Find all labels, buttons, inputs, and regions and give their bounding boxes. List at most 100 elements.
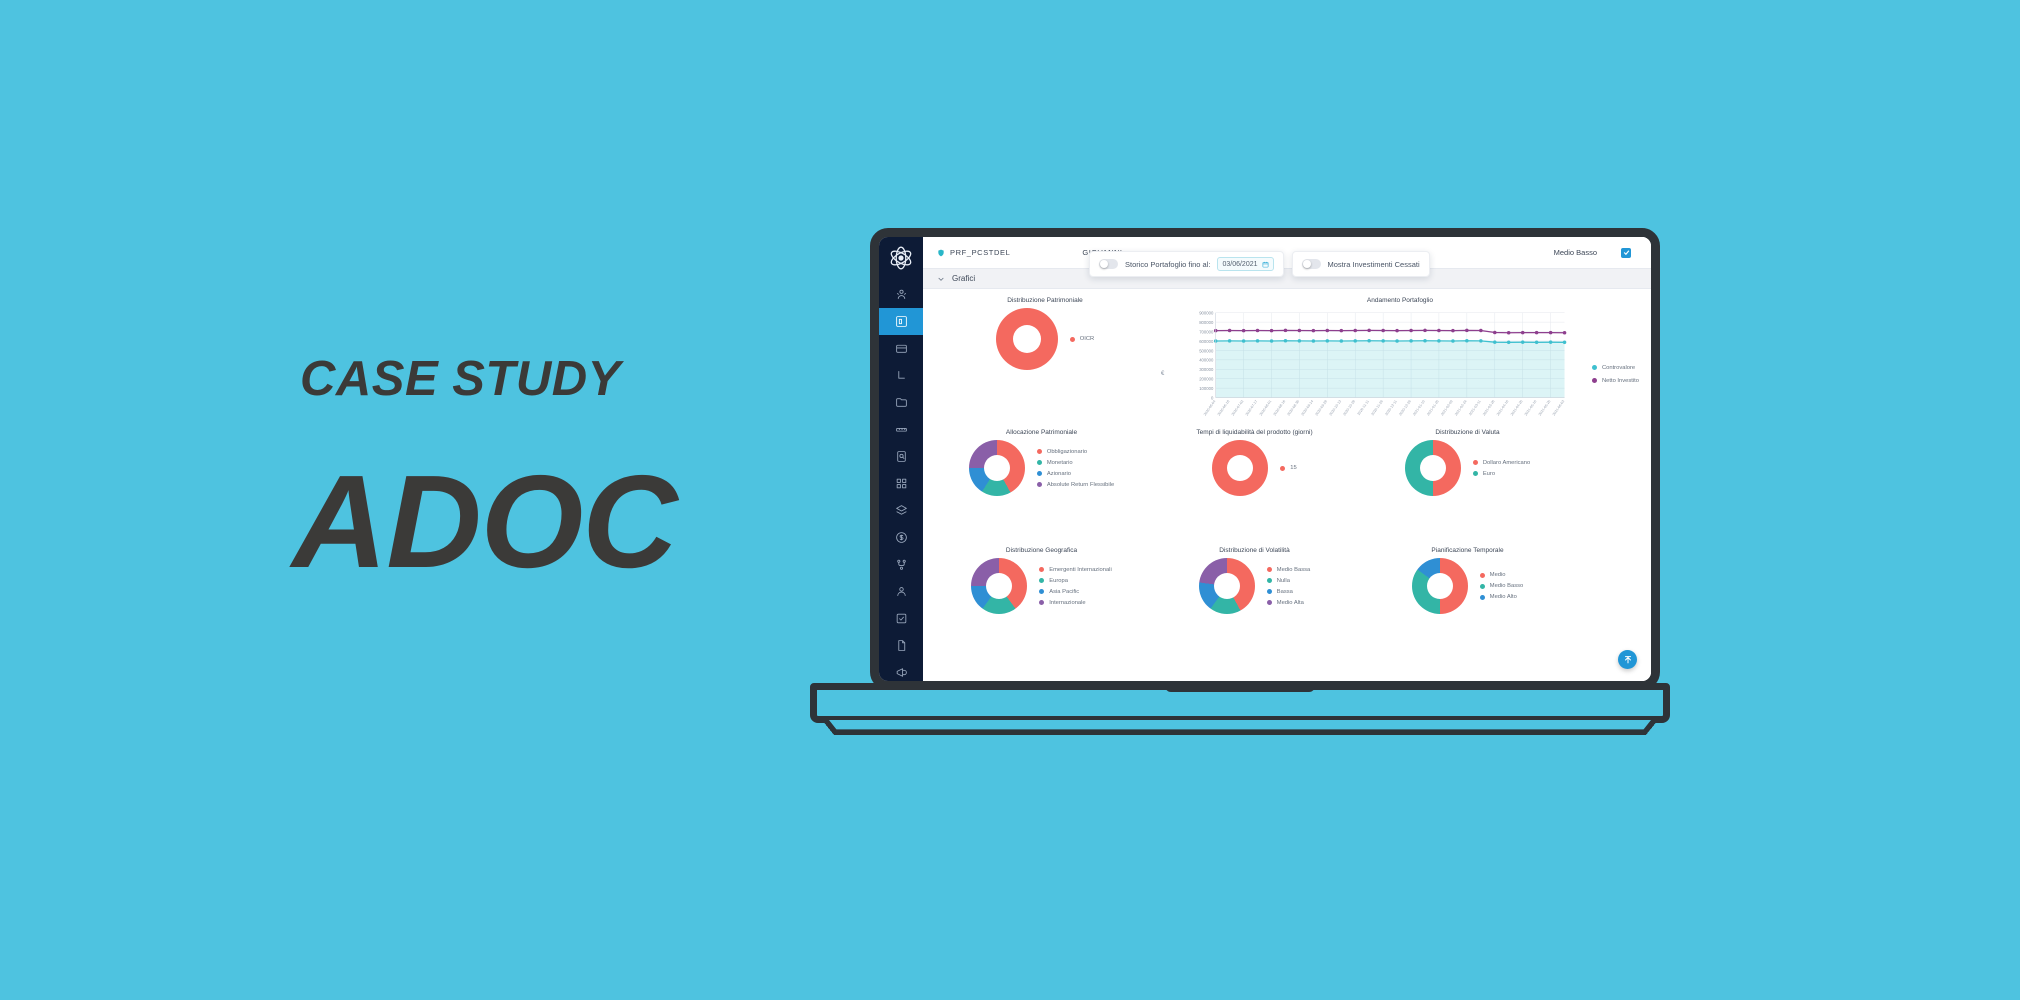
donut-chart[interactable] (971, 558, 1028, 614)
legend-item[interactable]: Medio Alta (1266, 600, 1311, 606)
chart-row-3: Distribuzione Geografica Emergenti Intern… (935, 547, 1639, 665)
legend-item[interactable]: Euro (1472, 471, 1530, 477)
plot-area[interactable]: 0 100000 200000 300000 400000 500000 600000 700… (1166, 308, 1584, 440)
chart-tempi-liquidabilita: Tempi di liquidabilità del prodotto (gio… (1148, 429, 1361, 547)
svg-text:2021-02-09: 2021-02-09 (1441, 399, 1455, 416)
sidebar-item-measures[interactable] (879, 416, 923, 443)
legend-label: Emergenti Internazionali (1049, 566, 1112, 573)
legend-color-dot (1280, 465, 1286, 471)
donut-chart[interactable] (968, 440, 1025, 496)
portfolio-code[interactable]: PRF_PCSTDEL (937, 248, 1010, 257)
legend-color-dot (1039, 600, 1045, 605)
sidebar-item-folders[interactable] (879, 389, 923, 416)
svg-text:500000: 500000 (1200, 348, 1215, 353)
portfolio-code-label: PRF_PCSTDEL (950, 248, 1011, 257)
legend-item[interactable]: 15 (1280, 465, 1297, 471)
sidebar-item-layers[interactable] (879, 497, 923, 524)
donut-chart[interactable] (1404, 440, 1461, 496)
donut-chart[interactable] (995, 308, 1058, 370)
sidebar-item-wallet[interactable] (879, 335, 923, 362)
legend-item[interactable]: Absolute Return Flessibile (1036, 481, 1115, 488)
sidebar-item-clients[interactable] (879, 281, 923, 308)
chart-title: Tempi di liquidabilità del prodotto (gio… (1196, 429, 1313, 436)
donut-wrap: Dollaro Americano Euro (1404, 440, 1530, 496)
history-date-input[interactable]: 03/06/2021 (1217, 257, 1274, 271)
legend-item[interactable]: OICR (1069, 336, 1095, 342)
corner-icon (895, 369, 908, 382)
sidebar-item-grid[interactable] (879, 470, 923, 497)
history-toggle[interactable] (1099, 259, 1118, 269)
svg-text:2020-06-18: 2020-06-18 (1217, 399, 1231, 416)
layers-icon (895, 504, 908, 517)
header-checkbox[interactable] (1621, 247, 1631, 258)
chart-distribuzione-valuta: Distribuzione di Valuta Dollaro Americano… (1361, 429, 1574, 547)
donut-chart[interactable] (1198, 558, 1255, 614)
sidebar-item-branch[interactable] (879, 551, 923, 578)
legend-item[interactable]: Medio Bassa (1266, 566, 1311, 573)
case-study-block: CASE STUDY ADOC (292, 355, 820, 588)
legend-color-dot (1036, 482, 1042, 487)
legend-item[interactable]: Controvalore (1591, 364, 1639, 371)
sidebar-item-finance[interactable] (879, 524, 923, 551)
chart-andamento-portafoglio: Andamento Portafoglio €0 100000 200000 30000… (1155, 297, 1639, 429)
sidebar-item-tasks[interactable] (879, 605, 923, 632)
donut-wrap: Medio Bassa Nulla Bassa Medio Alta (1198, 558, 1311, 614)
svg-text:2021-04-10: 2021-04-10 (1496, 399, 1510, 416)
laptop-mockup: PRF_PCSTDEL GIOVANNI Medio Basso Storico… (810, 228, 1670, 738)
svg-text:400000: 400000 (1200, 358, 1215, 363)
atom-logo-icon (886, 245, 916, 271)
svg-text:300000: 300000 (1200, 367, 1215, 372)
legend-item[interactable]: Medio (1479, 572, 1524, 578)
legend-item[interactable]: Internazionale (1039, 600, 1112, 606)
legend-item[interactable]: Monetario (1036, 460, 1114, 466)
chart-distribuzione-volatilita: Distribuzione di Volatilità Medio Bassa Nu… (1148, 547, 1361, 665)
legend-label: Controvalore (1601, 364, 1636, 371)
legend-label: Medio Bassa (1276, 566, 1311, 573)
legend-color-dot (1069, 336, 1075, 342)
legend-color-dot (1266, 567, 1272, 572)
legend-label: OICR (1079, 336, 1095, 342)
legend-color-dot (1036, 460, 1042, 465)
chart-distribuzione-patrimoniale: Distribuzione Patrimoniale OICR (935, 297, 1155, 429)
legend-item[interactable]: Emergenti Internazionali (1039, 567, 1112, 573)
legend-label: Asia Pacific (1049, 588, 1080, 595)
sidebar-item-analysis[interactable] (879, 443, 923, 470)
legend-color-dot (1479, 572, 1485, 578)
laptop-notch (1165, 683, 1315, 692)
legend-item[interactable]: Azionario (1036, 471, 1114, 477)
legend-label: Bassa (1276, 588, 1293, 595)
legend-label: Netto Investito (1601, 377, 1639, 384)
svg-text:2020-08-30: 2020-08-30 (1287, 399, 1301, 416)
legend-item[interactable]: Netto Investito (1591, 377, 1639, 384)
sidebar-item-reports[interactable] (879, 362, 923, 389)
scroll-to-top-button[interactable] (1618, 650, 1637, 669)
legend-item[interactable]: Medio Alto (1479, 594, 1524, 600)
donut-wrap: Obbligazionario Monetario Azionario Absolut… (968, 440, 1115, 496)
svg-text:2020-11-11: 2020-11-11 (1357, 399, 1370, 416)
legend-item[interactable]: Nulla (1266, 578, 1311, 584)
legend-color-dot (1479, 594, 1485, 600)
sidebar-item-dashboard[interactable] (879, 308, 923, 335)
legend-color-dot (1266, 589, 1272, 594)
legend-color-dot (1036, 449, 1042, 454)
legend-item[interactable]: Europa (1039, 578, 1112, 584)
legend-item[interactable]: Medio Basso (1479, 583, 1523, 589)
donut-chart[interactable] (1411, 558, 1468, 614)
legend-item[interactable]: Asia Pacific (1039, 589, 1112, 595)
svg-text:200000: 200000 (1200, 377, 1215, 382)
sidebar-item-campaigns[interactable] (879, 659, 923, 681)
svg-text:2021-02-24: 2021-02-24 (1454, 399, 1468, 416)
svg-text:2021-05-25: 2021-05-25 (1538, 399, 1552, 416)
legend-item[interactable]: Obbligazionario (1036, 449, 1114, 455)
floating-filter-toolbar: Storico Portafoglio fino al: 03/06/2021 (1089, 251, 1430, 277)
app-sidebar (879, 237, 923, 681)
donut-chart[interactable] (1212, 440, 1269, 496)
sidebar-item-documents[interactable] (879, 632, 923, 659)
legend-label: Absolute Return Flessibile (1046, 481, 1115, 488)
sidebar-item-profile[interactable] (879, 578, 923, 605)
ceased-toggle[interactable] (1301, 259, 1321, 269)
chart-distribuzione-geografica: Distribuzione Geografica Emergenti Intern… (935, 547, 1148, 665)
svg-text:2021-06-03: 2021-06-03 (1552, 399, 1566, 416)
legend-item[interactable]: Bassa (1266, 588, 1311, 595)
legend-item[interactable]: Dollaro Americano (1472, 460, 1530, 466)
